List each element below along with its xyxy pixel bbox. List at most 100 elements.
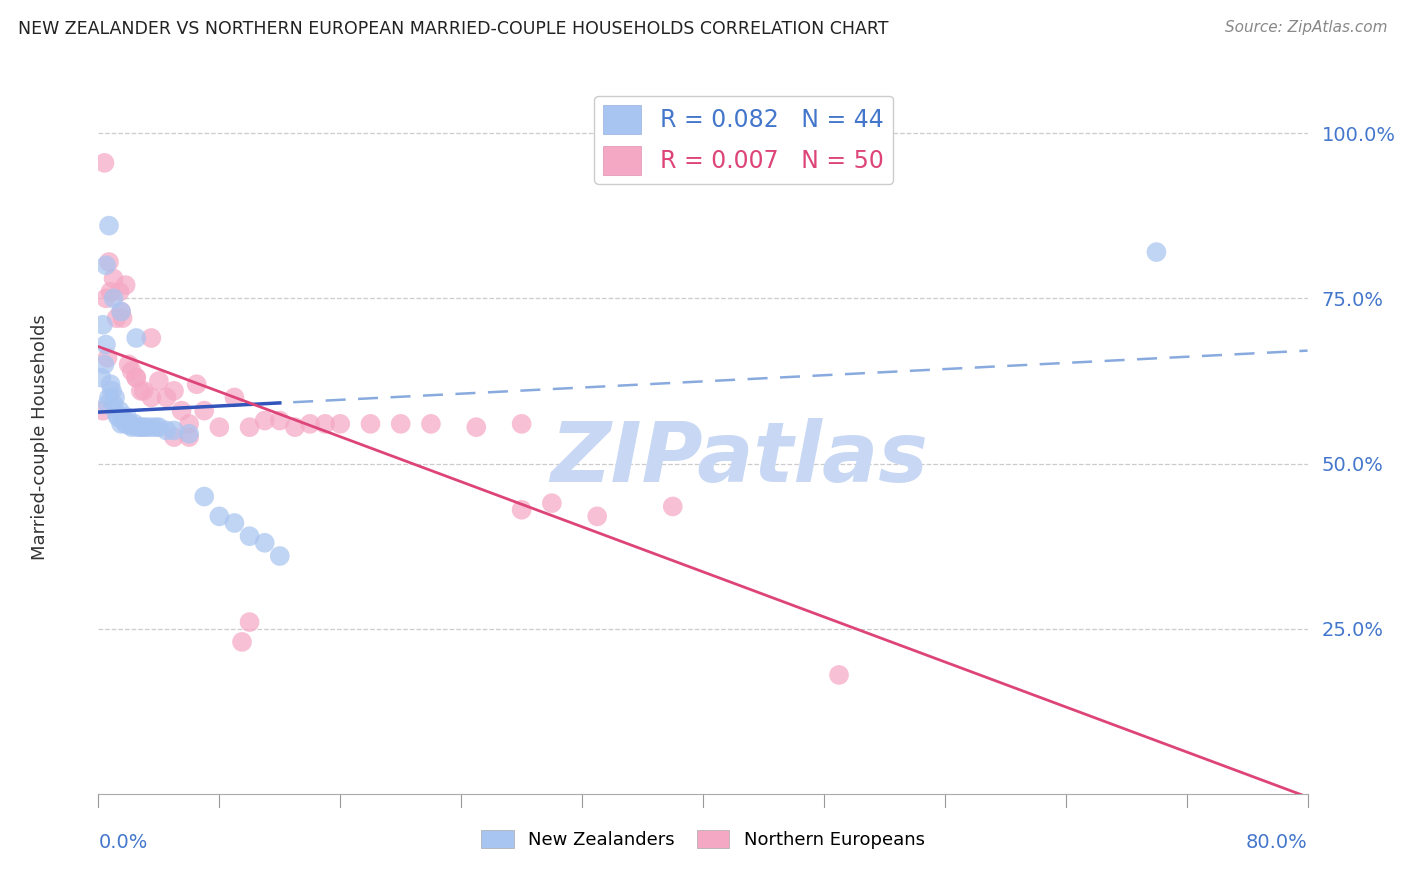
Point xyxy=(253,413,276,427)
Point xyxy=(141,391,163,405)
Text: Source: ZipAtlas.com: Source: ZipAtlas.com xyxy=(1225,20,1388,35)
Point xyxy=(107,410,129,425)
Point xyxy=(224,391,246,405)
Point xyxy=(465,420,488,434)
Point xyxy=(91,403,114,417)
Point xyxy=(98,219,121,233)
Point xyxy=(98,255,121,269)
Point xyxy=(179,430,201,444)
Point xyxy=(125,370,148,384)
Text: ZIPatlas: ZIPatlas xyxy=(550,418,928,499)
Point xyxy=(540,496,562,510)
Point xyxy=(510,417,533,431)
Point xyxy=(163,384,186,398)
Point xyxy=(132,384,155,398)
Point xyxy=(420,417,443,431)
Point xyxy=(127,420,149,434)
Point xyxy=(155,424,177,438)
Point xyxy=(193,490,215,504)
Point xyxy=(121,364,143,378)
Point xyxy=(132,420,155,434)
Point xyxy=(163,424,186,438)
Point xyxy=(111,311,134,326)
Point xyxy=(231,635,253,649)
Point xyxy=(193,403,215,417)
Point xyxy=(129,420,152,434)
Text: NEW ZEALANDER VS NORTHERN EUROPEAN MARRIED-COUPLE HOUSEHOLDS CORRELATION CHART: NEW ZEALANDER VS NORTHERN EUROPEAN MARRI… xyxy=(18,20,889,37)
Point xyxy=(94,258,117,272)
Point xyxy=(121,420,143,434)
Point xyxy=(586,509,609,524)
Point xyxy=(148,420,170,434)
Point xyxy=(389,417,412,431)
Point xyxy=(120,418,142,433)
Point xyxy=(114,278,136,293)
Point xyxy=(155,391,177,405)
Point xyxy=(105,407,128,421)
Point xyxy=(114,417,136,431)
Point xyxy=(1144,245,1167,260)
Point xyxy=(93,156,115,170)
Point xyxy=(163,430,186,444)
Point xyxy=(269,413,291,427)
Text: 0.0%: 0.0% xyxy=(98,833,148,852)
Point xyxy=(170,403,193,417)
Point xyxy=(141,420,163,434)
Point xyxy=(208,509,231,524)
Point xyxy=(103,291,125,305)
Point xyxy=(135,420,157,434)
Point xyxy=(179,417,201,431)
Point xyxy=(98,391,121,405)
Point xyxy=(129,384,152,398)
Point xyxy=(108,403,131,417)
Point xyxy=(179,426,201,441)
Point xyxy=(110,417,132,431)
Point xyxy=(101,384,124,398)
Point xyxy=(269,549,291,563)
Point xyxy=(239,615,262,629)
Point xyxy=(145,420,167,434)
Point xyxy=(118,358,141,372)
Point xyxy=(94,291,117,305)
Point xyxy=(141,331,163,345)
Point xyxy=(91,318,114,332)
Point xyxy=(104,391,127,405)
Point xyxy=(224,516,246,530)
Point xyxy=(299,417,322,431)
Point xyxy=(118,417,141,431)
Point xyxy=(94,337,117,351)
Point xyxy=(329,417,352,431)
Point xyxy=(239,420,262,434)
Point xyxy=(111,410,134,425)
Point xyxy=(115,410,138,425)
Point xyxy=(93,358,115,372)
Point xyxy=(360,417,382,431)
Point xyxy=(284,420,307,434)
Point xyxy=(186,377,208,392)
Point xyxy=(239,529,262,543)
Point xyxy=(103,397,125,411)
Point xyxy=(110,304,132,318)
Point xyxy=(112,413,135,427)
Point xyxy=(105,311,128,326)
Point xyxy=(314,417,336,431)
Text: Married-couple Households: Married-couple Households xyxy=(31,314,49,560)
Point xyxy=(96,397,118,411)
Point xyxy=(108,285,131,299)
Point xyxy=(110,304,132,318)
Point xyxy=(148,374,170,388)
Point xyxy=(828,668,851,682)
Text: 80.0%: 80.0% xyxy=(1246,833,1308,852)
Point xyxy=(125,370,148,384)
Legend: New Zealanders, Northern Europeans: New Zealanders, Northern Europeans xyxy=(474,822,932,856)
Point xyxy=(96,351,118,365)
Point xyxy=(90,370,112,384)
Point xyxy=(510,502,533,516)
Point xyxy=(100,285,122,299)
Point xyxy=(103,271,125,285)
Point xyxy=(253,536,276,550)
Point xyxy=(208,420,231,434)
Point xyxy=(100,377,122,392)
Point xyxy=(125,331,148,345)
Point xyxy=(124,417,146,431)
